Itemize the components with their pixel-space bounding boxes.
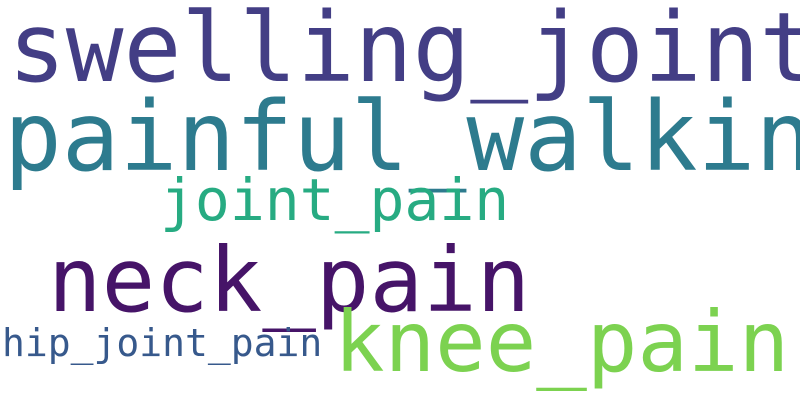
word-neck-pain: neck_pain [48, 228, 531, 332]
word-painful-walking: painful_walking [4, 81, 800, 193]
word-hip-joint-pain: hip_joint_pain [2, 321, 323, 365]
word-swelling-joints: swelling_joints [8, 0, 800, 104]
word-knee-pain: knee_pain [334, 293, 790, 391]
word-joint-pain: joint_pain [160, 166, 510, 234]
